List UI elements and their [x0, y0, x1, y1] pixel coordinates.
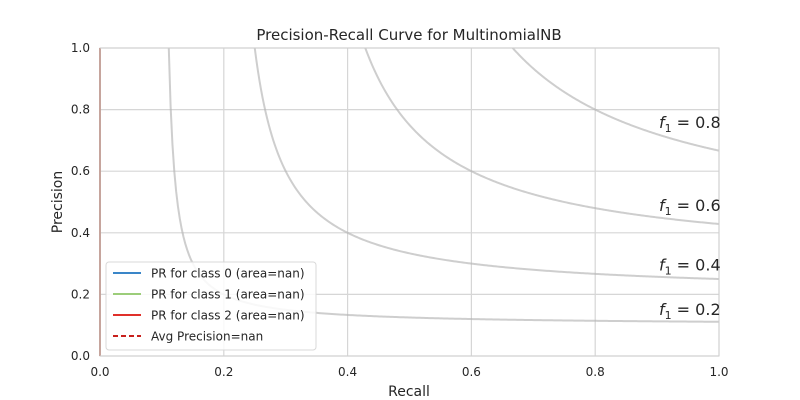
iso-f1-curve — [364, 47, 720, 225]
legend-items: PR for class 0 (area=nan) PR for class 1 … — [113, 267, 305, 344]
x-tick-label: 0.0 — [90, 365, 109, 379]
y-axis-label: Precision — [50, 171, 66, 233]
chart-title: Precision-Recall Curve for MultinomialNB — [256, 26, 561, 44]
x-tick-label: 0.8 — [586, 365, 605, 379]
iso-f1-label: f1 = 0.4 — [659, 256, 721, 278]
iso-f1-label: f1 = 0.2 — [659, 300, 721, 322]
y-tick-label: 0.4 — [71, 226, 90, 240]
legend-label: PR for class 1 (area=nan) — [151, 288, 305, 302]
y-tick-label: 1.0 — [71, 41, 90, 55]
iso-f1-label: f1 = 0.8 — [659, 113, 721, 135]
legend-label: Avg Precision=nan — [151, 330, 263, 344]
legend-label: PR for class 2 (area=nan) — [151, 309, 305, 323]
iso-f1-curve — [511, 47, 720, 152]
legend-box — [105, 261, 317, 351]
y-tick-label: 0.0 — [71, 349, 90, 363]
plot-frame — [99, 47, 720, 357]
iso-f1-labels: f1 = 0.2 f1 = 0.4 f1 = 0.6 f1 = 0.8 — [659, 113, 721, 322]
x-tick-labels: 0.0 0.2 0.4 0.6 0.8 1.0 — [90, 365, 728, 379]
x-tick-label: 0.4 — [338, 365, 357, 379]
x-tick-label: 1.0 — [709, 365, 728, 379]
legend-label: PR for class 0 (area=nan) — [151, 267, 305, 281]
y-tick-labels: 0.0 0.2 0.4 0.6 0.8 1.0 — [71, 41, 90, 363]
x-axis-label: Recall — [388, 384, 430, 400]
iso-f1-curve — [253, 47, 720, 280]
iso-f1-label: f1 = 0.6 — [659, 196, 721, 218]
x-tick-label: 0.2 — [214, 365, 233, 379]
y-tick-label: 0.2 — [71, 287, 90, 301]
legend: PR for class 0 (area=nan) PR for class 1 … — [105, 261, 317, 351]
y-tick-label: 0.6 — [71, 164, 90, 178]
y-tick-label: 0.8 — [71, 103, 90, 117]
x-tick-label: 0.6 — [462, 365, 481, 379]
